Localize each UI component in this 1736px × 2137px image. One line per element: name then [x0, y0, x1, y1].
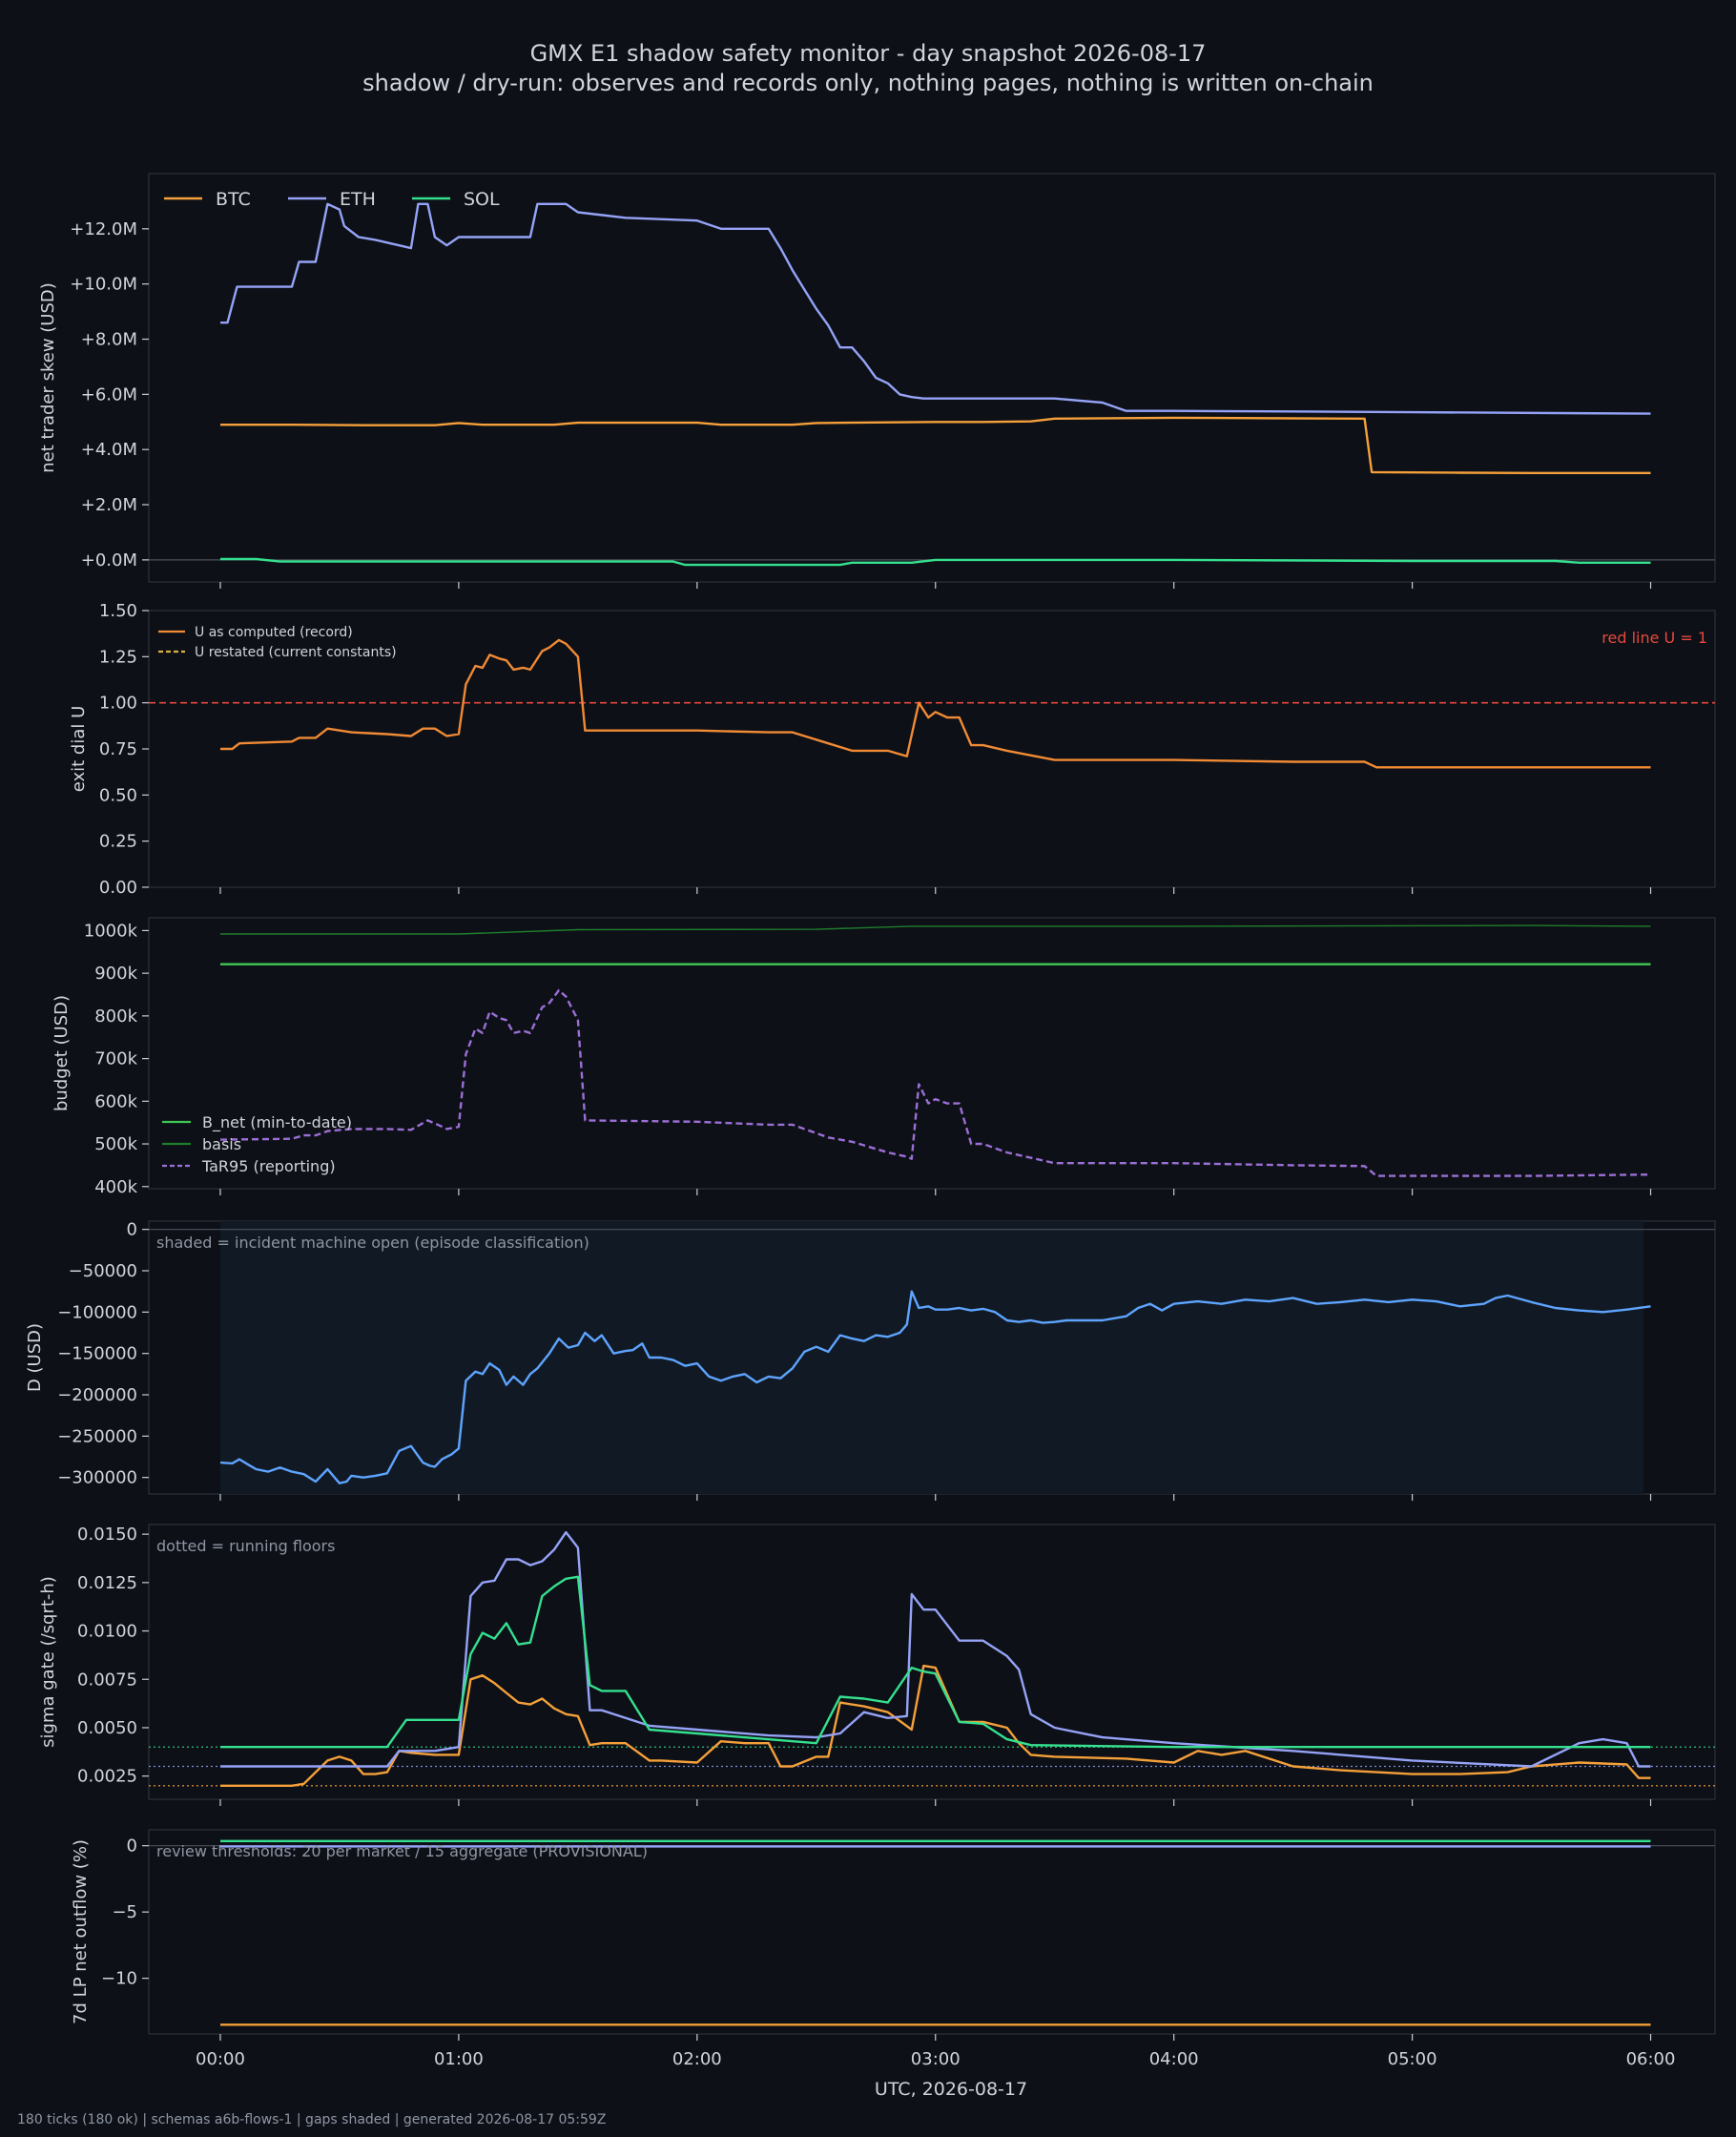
series-line-btc [220, 1664, 1651, 1788]
y-tick-label: 0.0150 [77, 1525, 137, 1545]
panel-6: 0 −5 −10 00:00 01:00 02:00 03:00 04:00 05:00 06:0… [71, 1829, 1716, 2100]
y-tick-label: +8.0M [81, 330, 137, 350]
y-tick-label: −10 [101, 1969, 137, 1989]
y-tick-label: 0.0025 [77, 1767, 137, 1787]
shaded-incident-region [219, 1221, 1644, 1494]
series-line-d [219, 1290, 1651, 1484]
y-tick-label: 1.50 [99, 601, 137, 621]
x-tick-label: 05:00 [1388, 2049, 1437, 2069]
legend-label: TaR95 (reporting) [201, 1157, 336, 1175]
y-tick-label: 600k [94, 1091, 137, 1111]
plot-frame [148, 610, 1716, 888]
y-tick-label: 400k [94, 1177, 137, 1197]
y-tick-label: −200000 [57, 1385, 137, 1405]
y-tick-label: 0 [127, 1836, 137, 1857]
y-tick-label: 0.0125 [77, 1573, 137, 1593]
y-tick-label: 0.75 [99, 739, 137, 759]
y-tick-label: 0.25 [99, 832, 137, 852]
annotation-text: review thresholds: 20 per market / 15 ag… [156, 1842, 648, 1860]
y-tick-label: 700k [94, 1049, 137, 1069]
x-tick-label: 01:00 [434, 2049, 484, 2069]
y-tick-label: 500k [94, 1134, 137, 1154]
series-line-tar95-reporting [219, 988, 1651, 1177]
legend-label: SOL [464, 189, 500, 210]
y-tick-label: +2.0M [81, 495, 137, 515]
panel-4: 0 −50000 −100000 −150000 −200000 −250000 −3000… [25, 1220, 1716, 1501]
y-axis-label: net trader skew (USD) [38, 282, 58, 473]
legend-label: ETH [340, 189, 376, 210]
legend-label: U as computed (record) [195, 625, 353, 640]
y-tick-label: −300000 [57, 1468, 137, 1488]
series-line-u-as-computed-record [220, 638, 1651, 769]
series-line-basis [220, 924, 1651, 935]
x-tick-label: 00:00 [196, 2049, 245, 2069]
y-tick-label: −250000 [57, 1426, 137, 1446]
series-line-sol [220, 557, 1651, 567]
panel-3: 400k 500k 600k 700k 800k 900k 1000k budget (USD… [52, 917, 1716, 1197]
y-tick-label: +10.0M [70, 275, 137, 295]
y-tick-label: 800k [94, 1006, 137, 1027]
y-tick-label: 0.50 [99, 785, 137, 805]
legend-label: B_net (min-to-date) [202, 1113, 352, 1132]
series-line-eth [220, 202, 1651, 415]
x-tick-label: 06:00 [1626, 2049, 1676, 2069]
y-tick-label: 0.0050 [77, 1718, 137, 1738]
y-tick-label: −150000 [57, 1344, 137, 1364]
y-tick-label: +4.0M [81, 440, 137, 460]
series-line-sol [220, 1575, 1651, 1749]
annotation-text: red line U = 1 [1602, 629, 1707, 647]
annotation-text: dotted = running floors [156, 1537, 335, 1555]
annotation-text: shaded = incident machine open (episode … [156, 1234, 589, 1252]
plot-frame [148, 173, 1716, 583]
x-axis-label: UTC, 2026-08-17 [875, 2079, 1027, 2100]
y-tick-label: 1.25 [99, 647, 137, 667]
plot-frame [148, 1524, 1716, 1800]
chart-subtitle: shadow / dry-run: observes and records o… [362, 70, 1374, 96]
legend-label: basis [202, 1135, 241, 1153]
panel-2: 0.00 0.25 0.50 0.75 1.00 1.25 1.50 exit dial U r… [69, 601, 1716, 898]
y-tick-label: 900k [94, 964, 137, 984]
panel-5: 0.0025 0.0050 0.0075 0.0100 0.0125 0.0150 sigm… [38, 1524, 1716, 1806]
footer-status: 180 ticks (180 ok) | schemas a6b-flows-1… [17, 2112, 607, 2127]
y-tick-label: +6.0M [81, 384, 137, 405]
y-axis-label: budget (USD) [52, 995, 72, 1111]
x-tick-label: 02:00 [672, 2049, 722, 2069]
y-tick-label: 1.00 [99, 694, 137, 714]
plot-frame [148, 917, 1716, 1190]
x-tick-label: 03:00 [911, 2049, 961, 2069]
y-tick-label: 0.0100 [77, 1622, 137, 1642]
legend-label: U restated (current constants) [195, 645, 397, 660]
x-tick-label: 04:00 [1149, 2049, 1199, 2069]
y-tick-label: 1000k [84, 921, 138, 941]
legend-label: BTC [216, 189, 251, 210]
series-line-btc [220, 416, 1651, 474]
plot-frame [148, 1829, 1716, 2035]
y-axis-label: exit dial U [69, 706, 89, 793]
y-tick-label: 0.0075 [77, 1670, 137, 1690]
y-axis-label: 7d LP net outflow (%) [71, 1839, 91, 2024]
y-tick-label: −100000 [57, 1302, 137, 1322]
chart-title: GMX E1 shadow safety monitor - day snaps… [529, 40, 1207, 67]
y-axis-label: D (USD) [25, 1323, 45, 1392]
y-tick-label: −50000 [69, 1261, 137, 1281]
y-tick-label: 0 [127, 1220, 137, 1240]
y-tick-label: 0.00 [99, 878, 137, 898]
series-line-eth [220, 1530, 1651, 1768]
y-axis-label: sigma gate (/sqrt-h) [38, 1576, 58, 1748]
panel-1: +0.0M +2.0M +4.0M +6.0M +8.0M +10.0M +12.0M net… [38, 173, 1716, 589]
y-tick-label: −5 [112, 1902, 137, 1922]
y-tick-label: +0.0M [81, 550, 137, 571]
y-tick-label: +12.0M [70, 219, 137, 239]
